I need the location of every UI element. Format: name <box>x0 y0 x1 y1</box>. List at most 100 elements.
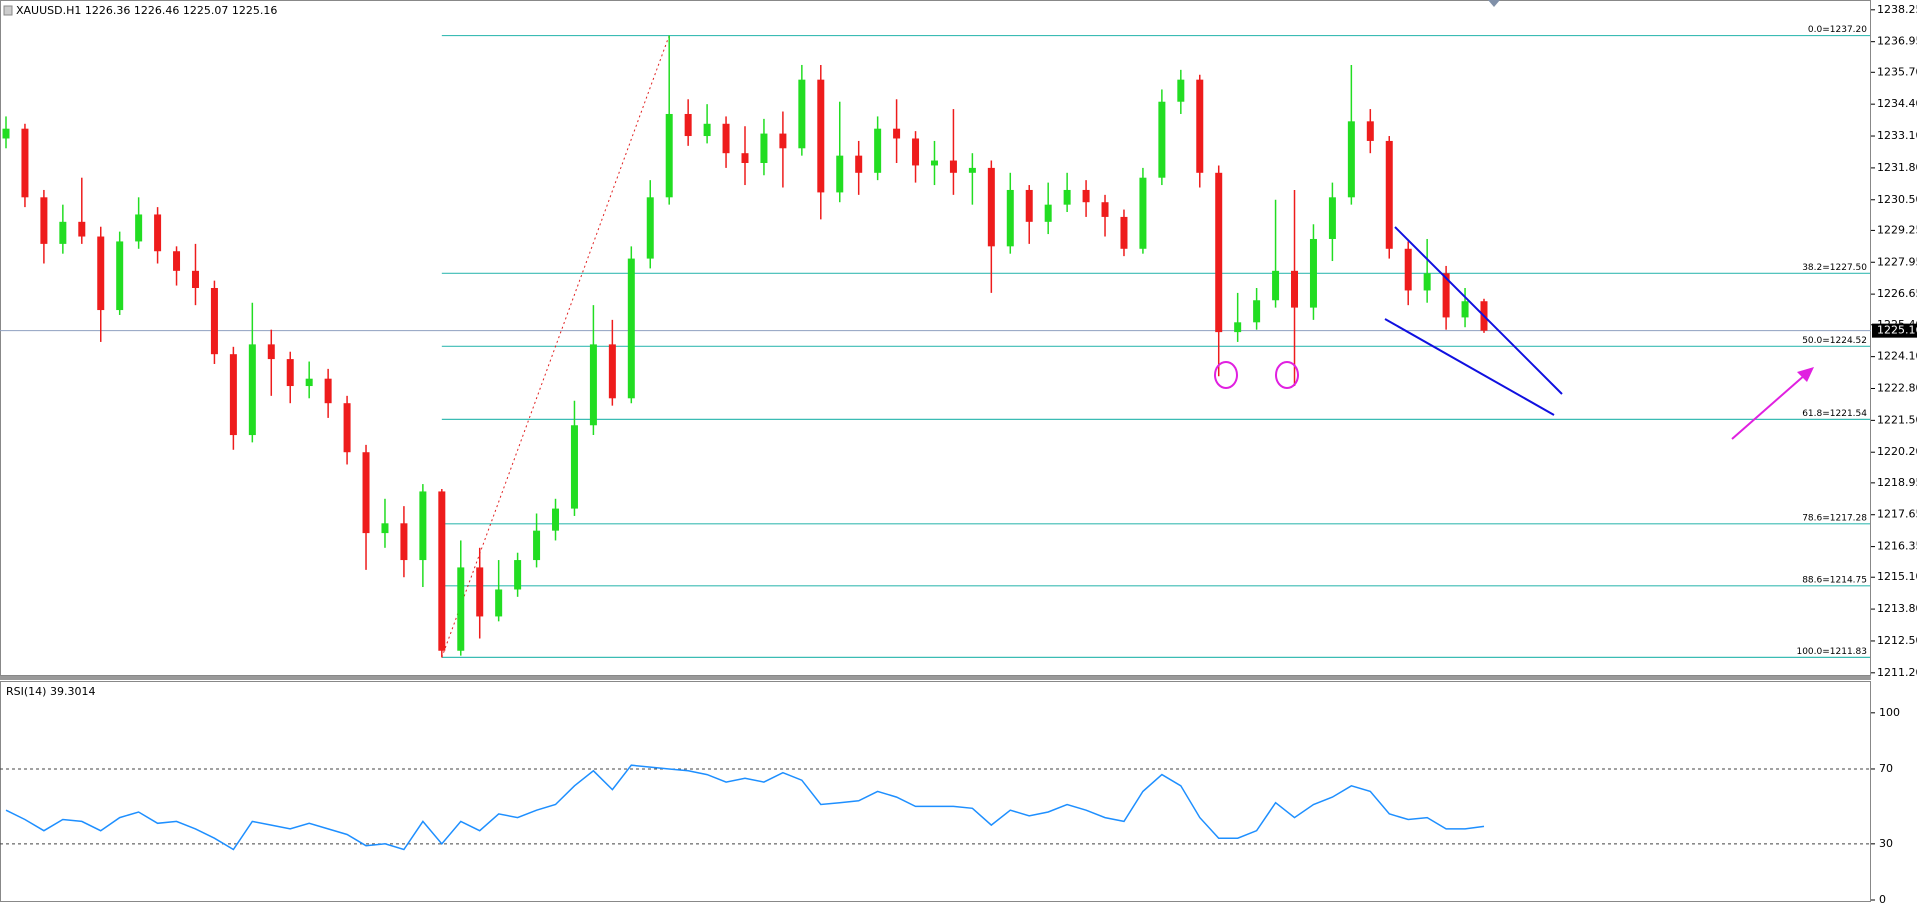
candle-body <box>1063 189 1071 205</box>
candle-body <box>836 155 844 193</box>
candle-body <box>1461 301 1469 318</box>
candle-body <box>1328 197 1336 239</box>
symbol: XAUUSD.H1 <box>16 4 81 17</box>
y-tick-label: 1221.50 <box>1877 413 1917 426</box>
candle-body <box>400 523 408 561</box>
support-circle <box>1275 361 1299 389</box>
candle-body <box>722 123 730 154</box>
candle-body <box>1423 273 1431 291</box>
y-tick-label: 1213.80 <box>1877 602 1917 615</box>
candle-body <box>476 567 484 617</box>
candle-body <box>779 133 787 149</box>
candles: 0.0=1237.20 38.2=1227.50 50.0=1224.52 61.8=… <box>0 25 1871 658</box>
last-low: 1225.07 <box>183 4 229 17</box>
y-tick-label: 1229.25 <box>1877 223 1917 236</box>
current-price-box <box>1872 323 1917 338</box>
candle-body <box>1309 238 1317 308</box>
y-tick-label: 1211.20 <box>1877 666 1917 679</box>
candle-body <box>987 167 995 247</box>
y-tick-label: 1234.40 <box>1877 97 1917 110</box>
candle-body <box>2 128 10 139</box>
y-tick-label: 1215.10 <box>1877 570 1917 583</box>
candle-body <box>210 287 218 355</box>
wedge-upper <box>1394 226 1563 395</box>
candle-body <box>135 214 143 242</box>
candle-body <box>438 491 446 651</box>
candle-body <box>248 344 256 436</box>
candle-body <box>1025 189 1033 222</box>
candle-body <box>514 560 522 590</box>
y-tick-label: 1236.95 <box>1877 35 1917 48</box>
candle-body <box>1215 172 1223 333</box>
fib-label: 38.2=1227.50 <box>1802 263 1867 273</box>
y-tick-label: 1212.50 <box>1877 634 1917 647</box>
y-tick-label: 100 <box>1879 706 1900 719</box>
candle-body <box>1139 177 1147 249</box>
candle-body <box>1234 322 1242 333</box>
candle-body <box>1272 270 1280 301</box>
candle-body <box>1120 216 1128 249</box>
fib-label: 100.0=1211.83 <box>1796 647 1867 657</box>
candle-body <box>286 359 294 387</box>
candle-body <box>324 378 332 404</box>
candle-body <box>608 344 616 399</box>
candle-body <box>457 567 465 651</box>
y-tick-label: 0 <box>1879 893 1886 905</box>
candle-body <box>570 425 578 509</box>
candle-body <box>191 270 199 288</box>
current-price-label: 1225.16 <box>1877 324 1917 337</box>
candle-body <box>173 251 181 271</box>
candle-body <box>1291 270 1299 308</box>
rsi-header: RSI(14) 39.3014 <box>6 685 95 698</box>
candle-body <box>552 508 560 531</box>
candle-body <box>59 221 67 244</box>
candle-body <box>229 354 237 436</box>
arrow-head <box>1797 367 1814 382</box>
fib-label: 50.0=1224.52 <box>1802 336 1867 346</box>
y-tick-label: 1227.95 <box>1877 255 1917 268</box>
panel-separator <box>0 676 1871 680</box>
y-tick-label: 1235.70 <box>1877 65 1917 78</box>
rsi-panel-frame <box>0 681 1871 902</box>
y-tick-label: 1233.10 <box>1877 129 1917 142</box>
candle-body <box>949 160 957 173</box>
candle-body <box>154 214 162 252</box>
candle-body <box>362 452 370 534</box>
rsi-title: RSI(14) <box>6 685 46 698</box>
candle-body <box>1347 121 1355 198</box>
candle-body <box>855 155 863 173</box>
last-open: 1226.36 <box>85 4 131 17</box>
last-high: 1226.46 <box>134 4 180 17</box>
main-panel-frame <box>0 0 1871 676</box>
candle-body <box>1196 79 1204 173</box>
candle-body <box>912 138 920 166</box>
rsi-last: 39.3014 <box>50 685 96 698</box>
y-tick-label: 30 <box>1879 837 1893 850</box>
y-tick-label: 1217.65 <box>1877 508 1917 521</box>
candle-body <box>893 128 901 139</box>
candle-body <box>1158 101 1166 178</box>
candle-body <box>817 79 825 193</box>
candle-body <box>343 403 351 453</box>
candle-body <box>419 491 427 561</box>
fib-label: 0.0=1237.20 <box>1808 25 1867 35</box>
y-tick-label: 1238.25 <box>1877 3 1917 16</box>
candle-body <box>116 241 124 311</box>
candle-body <box>1442 273 1450 318</box>
candle-body <box>381 523 389 534</box>
candle-body <box>1177 79 1185 102</box>
candle-body <box>798 79 806 149</box>
candle-body <box>760 133 768 163</box>
candle-body <box>1082 189 1090 203</box>
candle-body <box>589 344 597 426</box>
candle-body <box>741 153 749 163</box>
candle-body <box>495 589 503 617</box>
header-icon <box>3 5 13 16</box>
candle-body <box>1366 121 1374 141</box>
y-tick-label: 1220.20 <box>1877 445 1917 458</box>
candle-body <box>78 221 86 237</box>
candle-body <box>874 128 882 173</box>
candle-body <box>40 197 48 244</box>
